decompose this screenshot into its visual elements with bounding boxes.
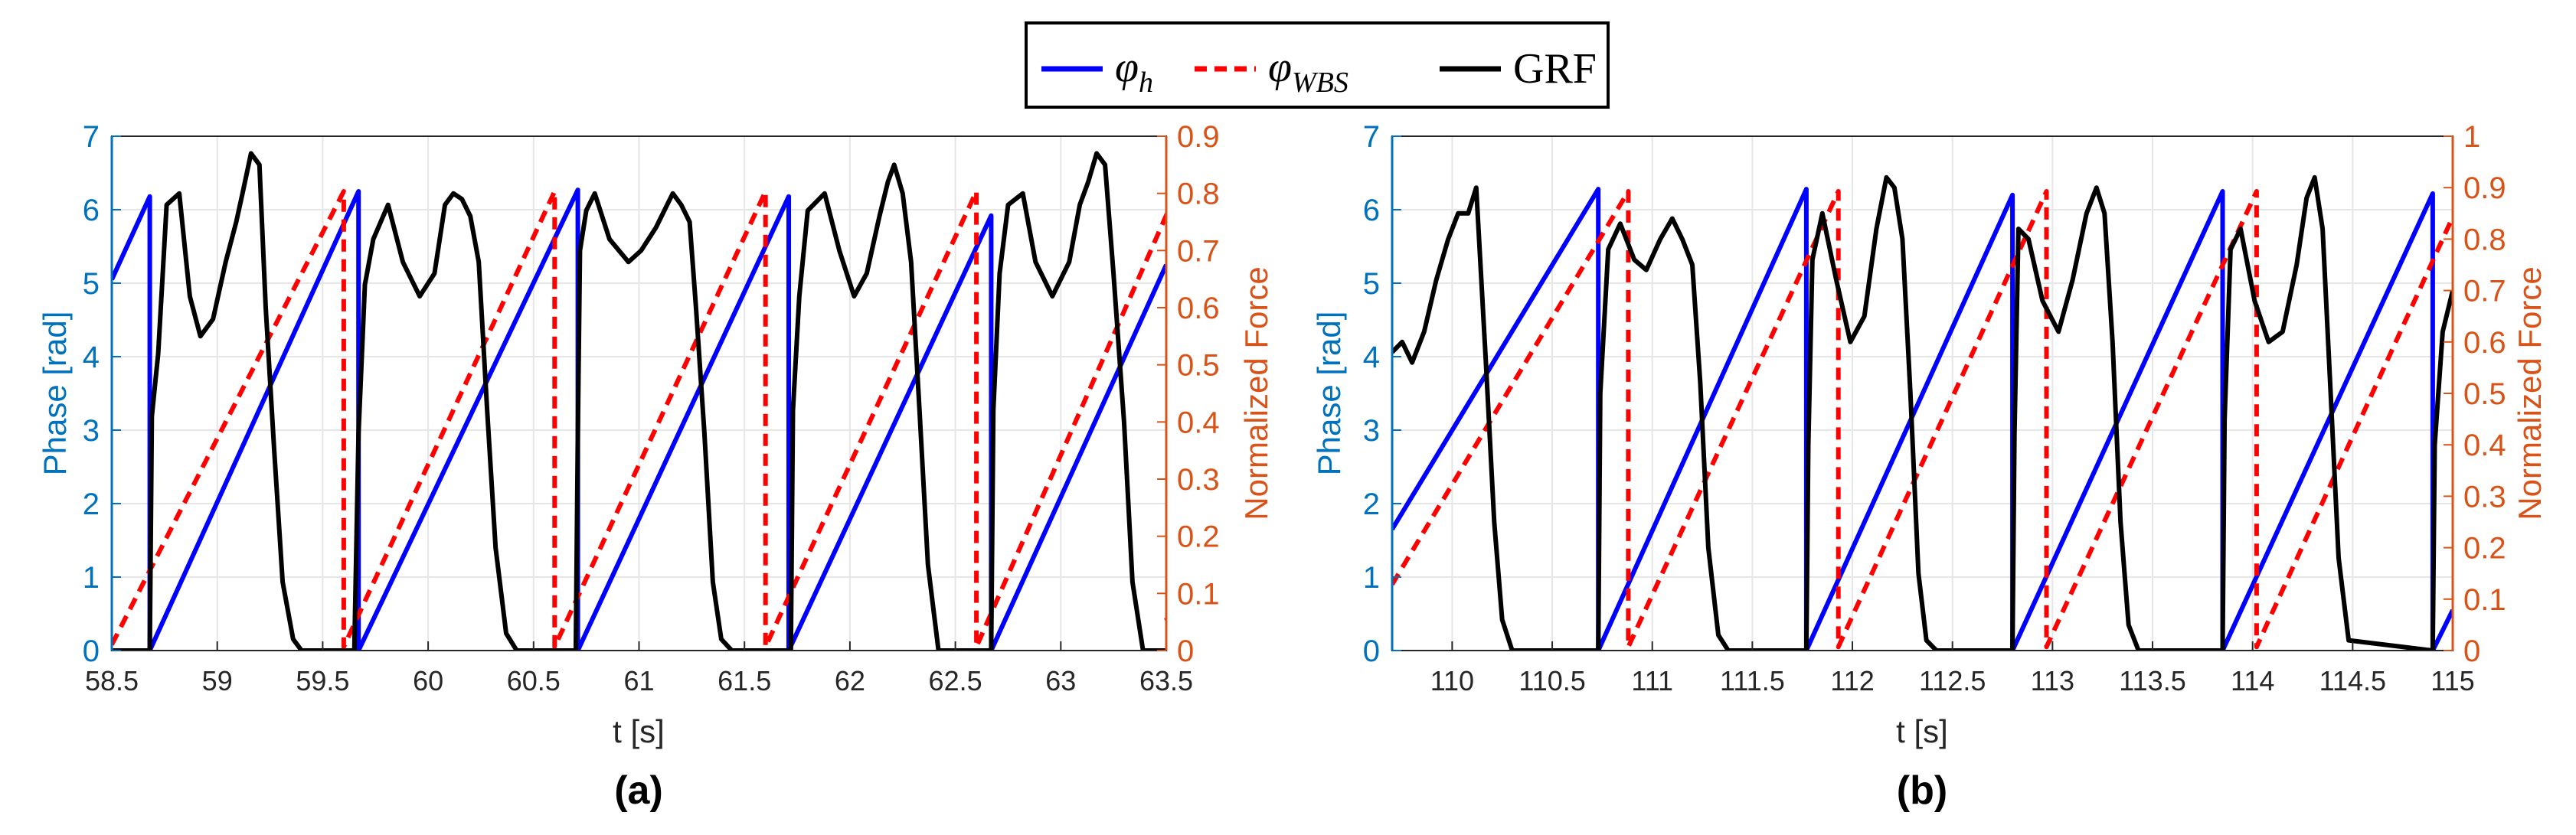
panel-label-b: (b) — [1897, 768, 1947, 813]
y-tick-label-left: 7 — [83, 120, 100, 154]
y-tick-label-right: 0.6 — [1177, 292, 1220, 325]
x-ticks-b: 110 110.5 111 111.5 112 112.5 113 113.5 114 114.5… — [1430, 641, 2475, 696]
y-tick-label-left: 5 — [83, 267, 100, 301]
series-line-phi-wbs — [112, 189, 1166, 650]
y-tick-label-left: 1 — [83, 561, 100, 595]
series-a — [112, 151, 1166, 651]
y-tick-label-right: 0.2 — [2463, 532, 2506, 566]
y-tick-label-right: 0.7 — [1177, 234, 1220, 268]
legend: φh φWBS GRF — [1025, 21, 1610, 109]
x-tick-label: 61.5 — [718, 665, 771, 696]
x-tick-label: 111 — [1631, 665, 1673, 696]
x-tick-label: 110 — [1430, 665, 1474, 696]
series-b — [1392, 175, 2453, 651]
y-tick-label-left: 5 — [1363, 267, 1380, 301]
x-tick-label: 114.5 — [2319, 665, 2386, 696]
x-tick-label: 63 — [1045, 665, 1076, 696]
y-tick-label-left: 6 — [1363, 194, 1380, 227]
y-axis-label-right-a: Normalized Force — [1238, 266, 1274, 520]
y-tick-label-right: 0.1 — [2463, 583, 2506, 617]
x-tick-label: 115 — [2431, 665, 2474, 696]
x-tick-label: 112 — [1830, 665, 1874, 696]
x-tick-label: 111.5 — [1720, 665, 1785, 696]
x-tick-label: 60 — [413, 665, 443, 696]
x-tick-label: 62.5 — [929, 665, 982, 696]
y-ticks-left-a: 0 1 2 3 4 5 6 7 — [83, 120, 121, 668]
legend-label-phi-h: φh — [1115, 44, 1153, 99]
y-axis-label-left-b: Phase [rad] — [1311, 311, 1347, 476]
y-tick-label-right: 0.1 — [1177, 577, 1220, 611]
panel-label-a: (a) — [614, 768, 663, 813]
y-tick-label-right: 1 — [2463, 120, 2480, 154]
y-tick-label-left: 1 — [1363, 561, 1380, 595]
x-tick-label: 59 — [202, 665, 233, 696]
panel-a: 58.5 59 59.5 60 60.5 61 61.5 62 62.5 63 63.5 01234… — [37, 120, 1274, 813]
x-tick-label: 113 — [2031, 665, 2074, 696]
y-tick-label-right: 0.9 — [1177, 120, 1220, 154]
y-ticks-left-b: 0 1 2 3 4 5 6 7 — [1363, 120, 1401, 668]
y-ticks-right-b: 0 0.1 0.2 0.3 0.4 0.5 0.6 0.7 0.8 0.9 1 — [2444, 120, 2506, 668]
y-tick-label-left: 0 — [83, 634, 100, 668]
y-tick-label-right: 0 — [1177, 634, 1194, 668]
y-tick-label-left: 0 — [1363, 634, 1380, 668]
x-tick-label: 62 — [835, 665, 865, 696]
y-tick-label-right: 0.2 — [1177, 520, 1220, 554]
x-axis-label-a: t [s] — [613, 713, 665, 749]
x-tick-label: 61 — [623, 665, 654, 696]
y-tick-label-right: 0.6 — [2463, 326, 2506, 360]
y-tick-label-left: 3 — [1363, 414, 1380, 448]
x-tick-label: 114 — [2231, 665, 2274, 696]
y-tick-label-right: 0.5 — [2463, 377, 2506, 411]
y-tick-label-right: 0 — [2463, 634, 2480, 668]
x-tick-label: 112.5 — [1919, 665, 1986, 696]
y-tick-label-right: 0.9 — [2463, 171, 2506, 205]
x-axis-label-b: t [s] — [1896, 713, 1948, 749]
y-tick-label-left: 7 — [1363, 120, 1380, 154]
y-tick-label-left: 2 — [1363, 488, 1380, 521]
y-tick-label-left: 4 — [83, 341, 100, 374]
legend-label-grf: GRF — [1513, 45, 1597, 93]
legend-box — [1025, 21, 1610, 109]
y-tick-label-left: 3 — [83, 414, 100, 448]
series-line-phi-wbs — [1392, 189, 2453, 650]
series-line-grf — [112, 151, 1166, 651]
y-tick-label-right: 0.3 — [2463, 480, 2506, 514]
y-axis-label-right-b: Normalized Force — [2512, 266, 2548, 520]
y-tick-label-left: 6 — [83, 194, 100, 227]
y-ticks-right-a: 0 0.1 0.2 0.3 0.4 0.5 0.6 0.7 0.8 0.9 — [1157, 120, 1220, 668]
series-line-phi-h — [1392, 187, 2453, 651]
y-tick-label-right: 0.5 — [1177, 349, 1220, 383]
y-tick-label-right: 0.8 — [2463, 223, 2506, 256]
panel-b: 110 110.5 111 111.5 112 112.5 113 113.5 114 114.5… — [1311, 120, 2548, 813]
y-tick-label-right: 0.4 — [2463, 429, 2506, 462]
x-ticks-a: 58.5 59 59.5 60 60.5 61 61.5 62 62.5 63 63.5 — [85, 641, 1193, 696]
legend-label-phi-wbs: φWBS — [1268, 44, 1348, 99]
x-tick-label: 63.5 — [1139, 665, 1193, 696]
x-tick-label: 58.5 — [85, 665, 139, 696]
y-tick-label-right: 0.8 — [1177, 178, 1220, 211]
y-tick-label-right: 0.4 — [1177, 406, 1220, 439]
x-tick-label: 59.5 — [296, 665, 349, 696]
y-tick-label-left: 2 — [83, 488, 100, 521]
series-line-grf — [1392, 175, 2453, 651]
x-tick-label: 113.5 — [2119, 665, 2185, 696]
x-tick-label: 110.5 — [1518, 665, 1585, 696]
y-axis-label-left-a: Phase [rad] — [37, 311, 73, 476]
x-tick-label: 60.5 — [507, 665, 561, 696]
y-tick-label-left: 4 — [1363, 341, 1380, 374]
y-tick-label-right: 0.3 — [1177, 463, 1220, 497]
y-tick-label-right: 0.7 — [2463, 275, 2506, 308]
